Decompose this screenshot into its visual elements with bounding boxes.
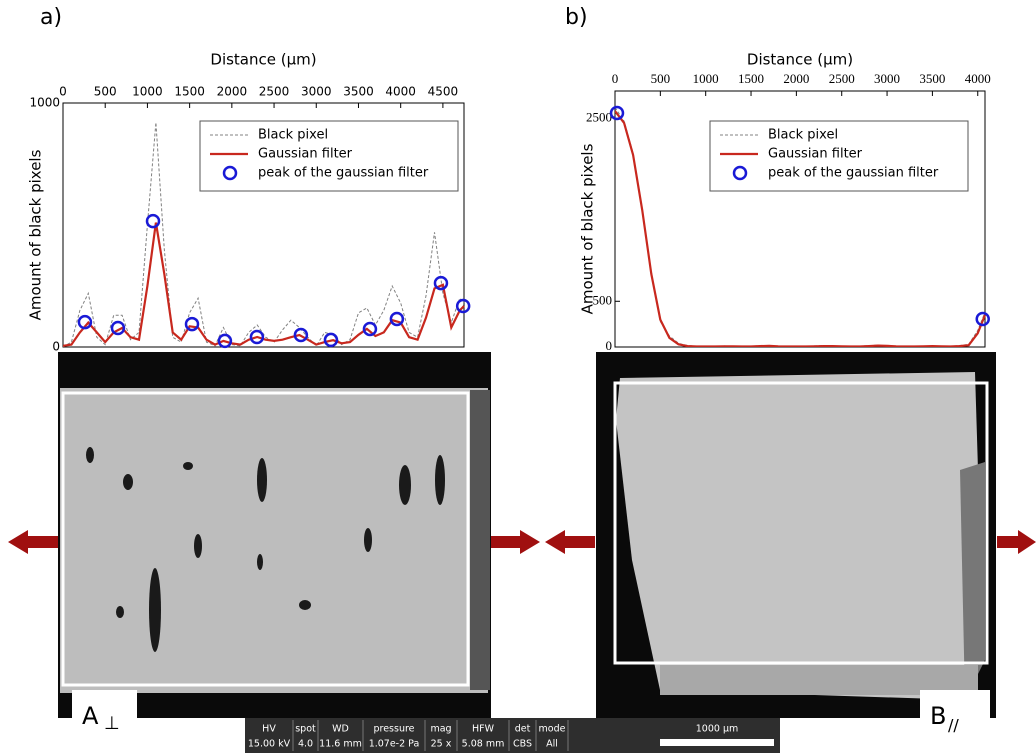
scale-label: 1000 µm [696,724,739,735]
legend-label: peak of the gaussian filter [768,166,939,181]
micrograph-subscript: ⊥ [104,713,120,734]
x-tick-label: 0 [59,85,67,99]
peak-marker [293,327,309,343]
micrograph-label: A [82,702,99,730]
x-tick-label: 2000 [783,71,809,86]
legend-label: peak of the gaussian filter [258,166,429,181]
micrograph-a [58,352,491,718]
databar-header: WD [332,724,349,735]
x-axis-label: Distance (µm) [747,51,853,69]
databar-header: det [515,724,531,735]
x-tick-label: 500 [651,71,671,86]
peak-marker [609,105,625,121]
legend-marker [732,165,748,181]
databar-value: 4.0 [298,739,313,750]
x-tick-label: 2500 [259,85,290,99]
micrograph-label: B [930,702,946,730]
legend-label: Gaussian filter [768,147,863,162]
y-tick-label: 500 [593,292,613,307]
micrograph-subscript: // [948,716,959,735]
chart: 0 500 1000 1500 2000 2500 3000 3500 4000 45000100… [27,51,471,354]
databar-header: mag [430,724,451,735]
y-tick-label: 1000 [29,96,60,110]
databar-header: mode [539,724,566,735]
databar-header: HFW [472,724,495,735]
peak-marker [145,213,161,229]
databar-value: 1.07e-2 Pa [369,739,420,750]
panel-label: a) [40,5,62,30]
x-tick-label: 0 [612,71,619,86]
y-axis-label: Amount of black pixels [27,149,45,320]
x-tick-label: 500 [94,85,117,99]
micrograph-b [596,352,996,718]
x-tick-label: 4500 [428,85,459,99]
y-tick-label: 2500 [586,109,612,124]
y-tick-label: 0 [606,338,613,353]
databar-header: pressure [373,724,414,735]
plot-frame [62,102,465,348]
peak-marker [389,311,405,327]
x-tick-label: 3500 [919,71,945,86]
x-tick-label: 3500 [343,85,374,99]
databar-value: 5.08 mm [462,739,505,750]
databar-value: All [546,739,558,750]
panel-label: b) [565,5,588,30]
peak-marker [362,321,378,337]
databar-value: 11.6 mm [319,739,362,750]
databar-header: spot [295,724,316,735]
series-line [615,110,987,347]
x-axis-label: Distance (µm) [210,51,316,69]
peak-marker [249,329,265,345]
y-tick-label: 0 [52,340,60,354]
x-tick-label: 1500 [738,71,764,86]
databar-value: 15.00 kV [248,739,291,750]
series-line [63,122,465,347]
legend-box [199,120,459,192]
peak-marker [323,332,339,348]
scale-bar [660,739,774,746]
x-tick-label: 3000 [874,71,900,86]
arrows [8,530,1036,554]
data-bar: HV 15.00 kV spot 4.0 WD 11.6 mm pressure 1.07e-… [245,718,780,753]
databar-value: 25 x [431,739,452,750]
chart: 0 500 1000 1500 2000 2500 3000 3500 4000 0 500 2500… [579,51,991,353]
databar-header: HV [262,724,276,735]
peak-marker [184,316,200,332]
x-tick-label: 2000 [217,85,248,99]
legend-label: Gaussian filter [258,147,353,162]
peak-marker [433,275,449,291]
x-tick-label: 4000 [965,71,991,86]
x-tick-label: 3000 [301,85,332,99]
legend-label: Black pixel [768,128,838,143]
peak-marker [455,298,471,314]
legend-label: Black pixel [258,128,328,143]
legend-marker [222,165,238,181]
x-tick-label: 4000 [385,85,416,99]
peak-marker [217,333,233,349]
y-axis-label: Amount of black pixels [579,143,597,314]
x-tick-label: 1000 [693,71,719,86]
x-tick-label: 1000 [132,85,163,99]
legend-box [709,120,969,192]
x-tick-label: 2500 [829,71,855,86]
peak-marker [77,314,93,330]
peak-marker [975,311,990,327]
x-tick-label: 1500 [174,85,205,99]
databar-value: CBS [513,739,532,750]
peak-marker [110,320,126,336]
